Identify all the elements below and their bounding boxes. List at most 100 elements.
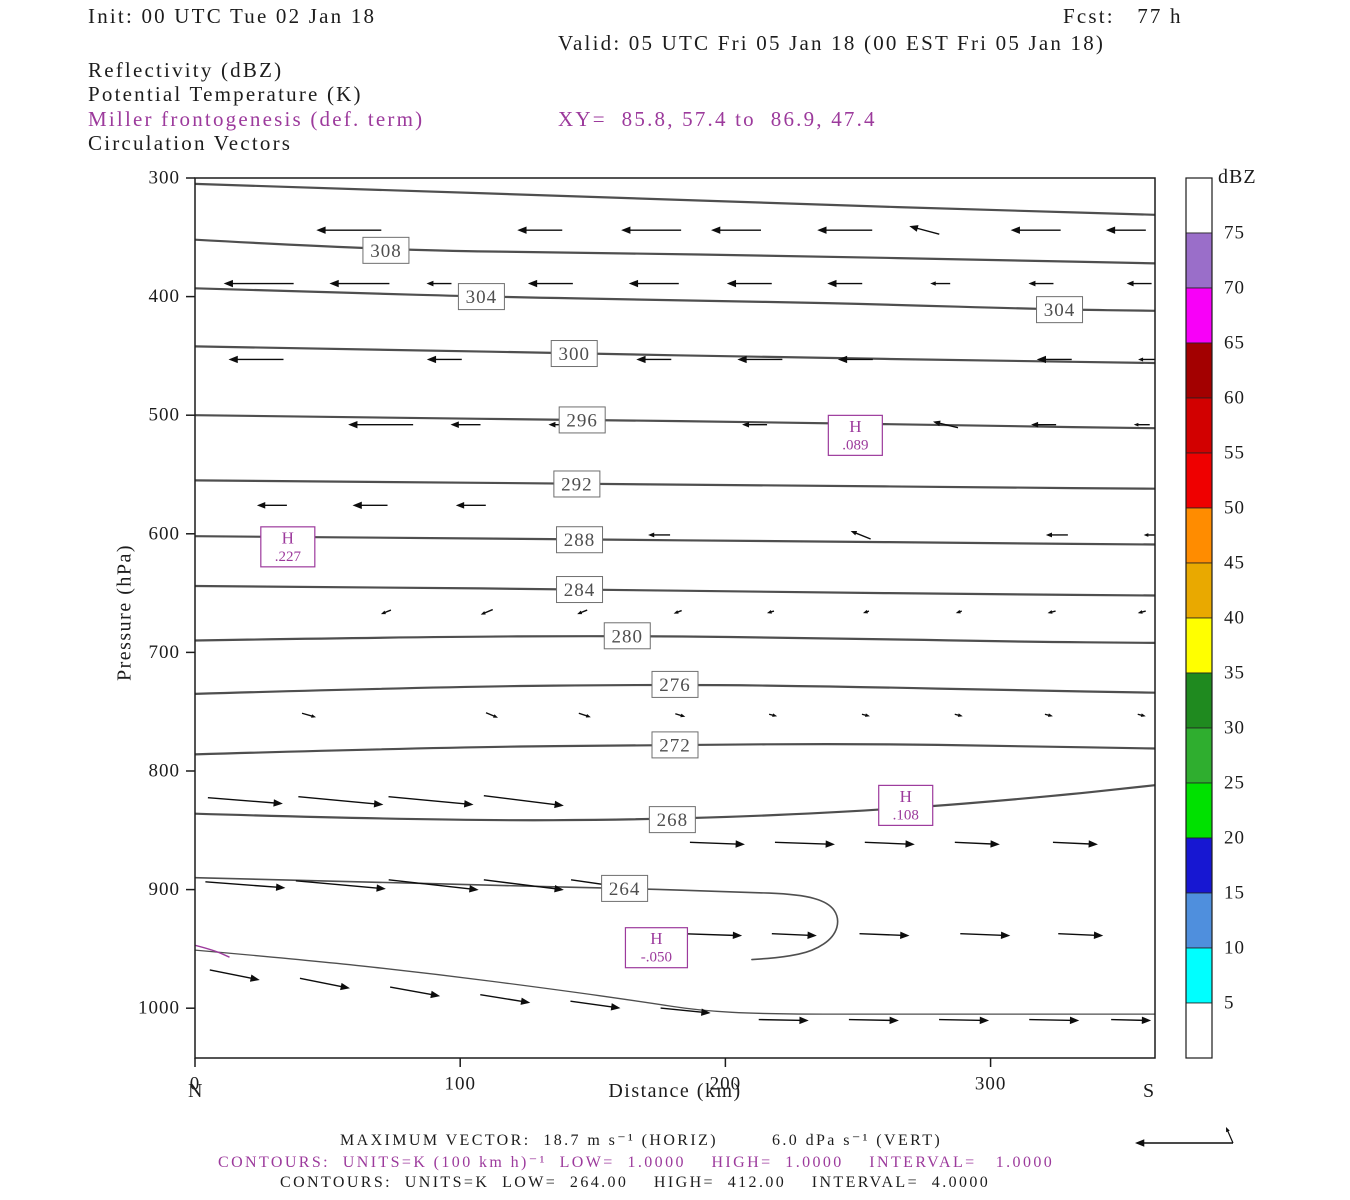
vector-arrowhead bbox=[577, 610, 583, 615]
y-tick-label: 900 bbox=[149, 879, 181, 900]
contour-label-box bbox=[553, 470, 601, 498]
vector-arrowhead bbox=[463, 800, 474, 808]
vector-arrowhead bbox=[554, 800, 564, 809]
y-tick-label: 800 bbox=[149, 760, 181, 781]
vector-arrowhead bbox=[1143, 533, 1149, 537]
vector-arrowhead bbox=[648, 532, 655, 538]
colorbar-segment bbox=[1185, 672, 1213, 729]
circulation-vector bbox=[660, 1007, 706, 1014]
circulation-vector bbox=[689, 841, 740, 845]
vector-arrowhead bbox=[316, 226, 326, 234]
forecast-hour: Fcst: 77 h bbox=[1063, 4, 1183, 28]
colorbar-segment bbox=[1185, 177, 1213, 234]
x-tick-label: 100 bbox=[444, 1074, 476, 1095]
vector-arrowhead bbox=[1036, 355, 1047, 364]
extremum-value: .227 bbox=[275, 549, 302, 565]
vector-arrowhead bbox=[862, 609, 868, 614]
circulation-vector bbox=[570, 1000, 616, 1009]
contour-label: 284 bbox=[564, 580, 596, 601]
colorbar-tick-label: 40 bbox=[1224, 608, 1245, 629]
vector-arrowhead bbox=[1000, 931, 1011, 939]
circulation-vector bbox=[1052, 841, 1093, 845]
vector-arrowhead bbox=[380, 610, 386, 615]
contour-label-box bbox=[558, 406, 606, 434]
colorbar-segment bbox=[1185, 232, 1213, 289]
circulation-vector bbox=[939, 1018, 985, 1022]
contour-label-box bbox=[651, 731, 699, 759]
vector-arrowhead bbox=[548, 421, 556, 428]
contour-info-theta: CONTOURS: UNITS=K LOW= 264.00 HIGH= 412.… bbox=[280, 1174, 991, 1191]
theta-contour-312 bbox=[195, 182, 1155, 216]
vector-arrowhead bbox=[799, 1016, 809, 1025]
colorbar-segment bbox=[1185, 947, 1213, 1004]
vector-arrowhead bbox=[955, 609, 961, 614]
theta-contour-304 bbox=[195, 287, 1155, 312]
field-circulation-vectors: Circulation Vectors bbox=[88, 131, 293, 155]
circulation-vector bbox=[299, 977, 346, 988]
vector-arrowhead bbox=[905, 840, 915, 848]
contour-label-box bbox=[1036, 296, 1084, 324]
vector-arrowhead bbox=[807, 931, 817, 939]
circulation-vector bbox=[483, 879, 559, 890]
contour-label: 304 bbox=[466, 287, 498, 308]
contour-label: 264 bbox=[609, 879, 641, 900]
colorbar-tick-label: 30 bbox=[1224, 718, 1245, 739]
circulation-vector bbox=[298, 795, 379, 805]
vector-arrowhead bbox=[766, 610, 772, 614]
vector-arrowhead bbox=[700, 1008, 711, 1016]
vector-arrowhead bbox=[469, 885, 479, 893]
vector-arrowhead bbox=[827, 279, 837, 288]
vector-arrowhead bbox=[1141, 1016, 1152, 1025]
colorbar-title: dBZ bbox=[1218, 166, 1257, 188]
theta-contour-280 bbox=[195, 635, 1155, 644]
vector-arrowhead bbox=[426, 280, 434, 287]
vector-arrowhead bbox=[311, 714, 317, 718]
vector-arrowhead bbox=[450, 421, 459, 429]
circulation-vector bbox=[295, 880, 381, 890]
vector-arrowhead bbox=[1088, 840, 1098, 848]
vector-arrowhead bbox=[864, 713, 870, 717]
vector-arrowhead bbox=[1140, 713, 1146, 717]
vector-arrowhead bbox=[554, 885, 564, 893]
circulation-vector bbox=[758, 1018, 804, 1022]
vector-arrowhead bbox=[249, 974, 260, 982]
theta-contour-300 bbox=[195, 345, 1155, 365]
y-tick-label: 700 bbox=[149, 642, 181, 663]
circulation-vector bbox=[864, 841, 910, 845]
plot-area bbox=[195, 182, 1155, 1025]
x-axis-south-end: S bbox=[1143, 1080, 1156, 1102]
vector-arrowhead bbox=[585, 714, 591, 718]
vector-arrowhead bbox=[455, 501, 465, 509]
vector-arrowhead bbox=[256, 501, 266, 509]
vector-arrowhead bbox=[340, 982, 350, 991]
colorbar-tick-label: 5 bbox=[1224, 993, 1235, 1014]
contour-label-box bbox=[550, 340, 598, 368]
y-tick-label: 600 bbox=[149, 523, 181, 544]
theta-contour-284 bbox=[195, 584, 1155, 597]
vector-arrowhead bbox=[1135, 1139, 1145, 1147]
theta-contour-264 bbox=[195, 876, 839, 961]
vector-arrowhead bbox=[726, 279, 737, 288]
vector-arrowhead bbox=[710, 226, 721, 234]
theta-contour-276 bbox=[195, 683, 1155, 695]
vector-arrowhead bbox=[850, 530, 858, 536]
colorbar-segment bbox=[1185, 1002, 1213, 1059]
vector-arrowhead bbox=[373, 800, 384, 808]
colorbar-segment bbox=[1185, 562, 1213, 619]
y-tick-label: 400 bbox=[149, 286, 181, 307]
contour-label: 288 bbox=[564, 530, 596, 551]
x-axis-north-end: N bbox=[188, 1080, 204, 1102]
plot-frame bbox=[194, 177, 1156, 1059]
vector-arrowhead bbox=[223, 279, 233, 288]
max-vector-horiz: MAXIMUM VECTOR: 18.7 m s⁻¹ (HORIZ) bbox=[340, 1132, 718, 1149]
contour-label-box bbox=[556, 576, 604, 604]
circulation-vector bbox=[771, 932, 812, 937]
vector-arrowhead bbox=[376, 884, 386, 892]
vector-arrowhead bbox=[680, 713, 686, 718]
theta-contour-308 bbox=[195, 238, 1155, 265]
colorbar-tick-label: 45 bbox=[1224, 553, 1245, 574]
circulation-vector bbox=[388, 879, 474, 890]
colorbar-tick-label: 70 bbox=[1224, 278, 1245, 299]
colorbar-tick-label: 20 bbox=[1224, 828, 1245, 849]
